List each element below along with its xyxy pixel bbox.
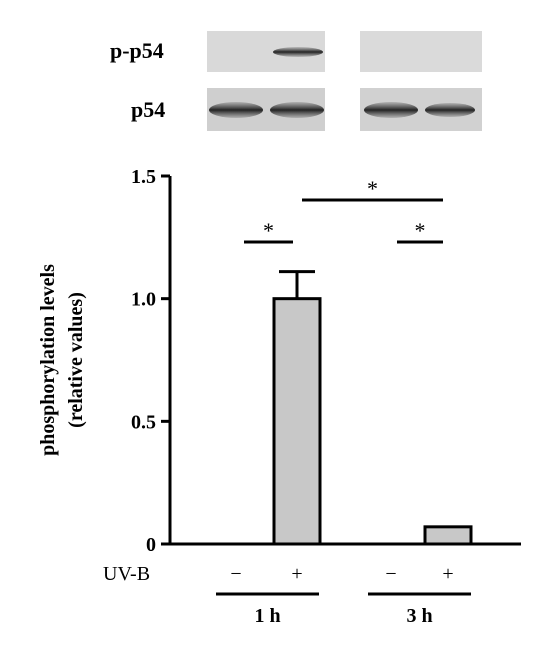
treatment-sign: − [230,563,241,585]
significance-markers: * * * [244,176,443,244]
y-tick-label: 0 [146,534,156,556]
blot-band-p54-2 [270,102,324,118]
western-blot: p-p54 p54 [110,31,482,131]
treatment-sign: + [291,563,302,585]
y-tick-label: 0.5 [131,411,156,433]
blot-band-p54-3 [364,102,418,118]
y-axis: 0 0.5 1.0 1.5 [131,166,521,556]
blot-band-p54-1 [209,102,263,118]
bar-chart: 0 0.5 1.0 1.5 * * * UV-B − + − +1 h 3 h phosphoryl… [37,166,521,627]
treatment-sign: + [442,563,453,585]
y-axis-label-line2: (relative values) [65,292,87,428]
significance-asterisk: * [367,176,378,201]
treatment-label: UV-B [103,563,150,585]
bar [272,297,322,546]
blot-label-p-p54: p-p54 [110,38,164,63]
bars [272,270,473,546]
blot-membrane-p-p54-3h [360,31,482,72]
group-label: 1 h [254,605,280,627]
blot-band-p54-4 [425,103,475,117]
y-axis-label-line1: phosphorylation levels [37,264,59,456]
x-axis-labels: UV-B − + − +1 h 3 h [103,563,471,627]
bar [423,525,473,546]
blot-label-p54: p54 [131,97,165,122]
blot-band-p-p54-1h-uvb [273,47,323,57]
significance-asterisk: * [263,218,274,243]
treatment-sign: − [385,563,396,585]
y-tick-label: 1.0 [131,289,156,311]
group-label: 3 h [406,605,432,627]
significance-asterisk: * [415,218,426,243]
y-tick-label: 1.5 [131,166,156,188]
